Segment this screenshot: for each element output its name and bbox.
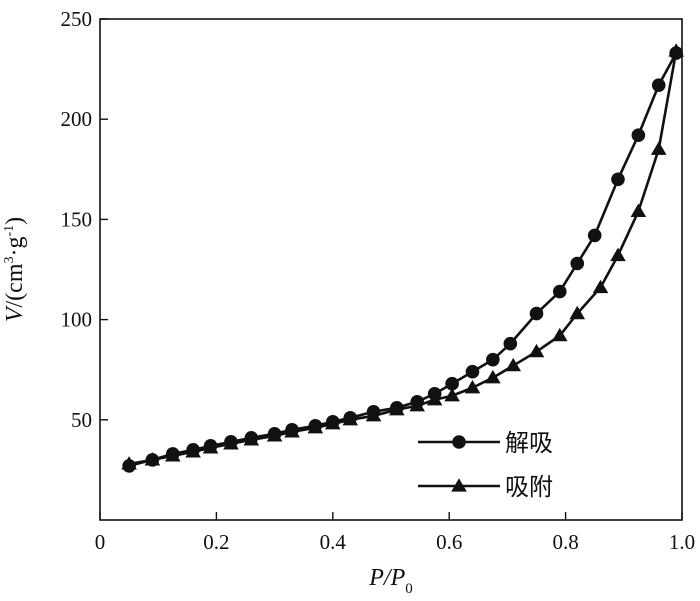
data-point [185,444,201,458]
data-point [223,436,239,450]
x-tick-label: 1.0 [669,530,695,554]
y-tick-label: 250 [61,7,93,31]
data-point [342,412,359,426]
data-point [587,228,602,243]
x-axis-label: P/P0 [368,565,413,597]
series-adsorption [121,43,684,470]
x-tick-label: 0.4 [320,530,347,554]
data-point [485,369,501,384]
data-point [503,336,518,351]
data-point [409,397,425,412]
data-point [551,327,568,342]
data-point [389,401,405,416]
y-tick-label: 150 [61,207,93,231]
data-point [630,203,647,217]
y-tick-label: 100 [61,308,93,332]
plot-frame [99,18,683,521]
axes: 0 0.2 0.4 0.6 0.8 1.0 50 100 150 200 250 P/P0 V/(cm3… [2,7,695,597]
data-point [610,247,626,262]
x-tick-label: 0.8 [552,530,578,554]
y-tick-label: 200 [61,107,93,131]
data-point [570,256,585,271]
data-point [307,420,324,434]
data-point [464,379,481,394]
legend-item: 吸附 [418,473,553,501]
data-point [651,78,666,92]
y-tick-label: 50 [71,408,92,432]
data-point [505,357,522,372]
data-point [444,387,460,402]
y-axis-label: V/(cm3·g-1) [2,217,28,322]
data-point [266,428,283,442]
legend-label: 解吸 [505,429,553,457]
data-point [465,364,480,379]
data-point [164,448,181,462]
data-point [284,424,300,438]
data-point [243,432,260,446]
legend-item: 解吸 [418,429,553,457]
data-point [202,440,219,454]
data-point [486,352,500,367]
data-point [365,407,382,422]
data-point [611,172,625,187]
data-point [569,305,586,320]
series-line [128,50,678,466]
data-point [631,128,646,143]
data-point [592,279,609,294]
plot-area [121,43,684,473]
data-point [528,343,545,358]
data-point [426,391,443,406]
data-point [529,306,544,321]
series-line [128,52,678,468]
data-point [144,452,161,466]
legend-marker-circle [452,435,466,449]
data-point [121,456,137,470]
data-point [445,376,459,391]
x-tick-label: 0.2 [203,530,229,554]
data-point [668,43,684,57]
legend-label: 吸附 [505,473,553,501]
x-tick-label: 0 [95,530,106,554]
data-point [552,284,567,299]
data-point [650,141,667,155]
data-point [325,416,341,430]
legend-marker-triangle [451,478,467,492]
x-tick-label: 0.6 [436,530,462,554]
